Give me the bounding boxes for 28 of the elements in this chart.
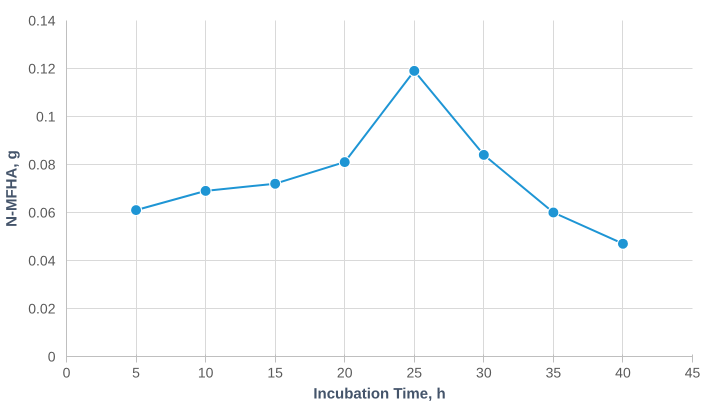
y-tick-label: 0.14 — [28, 12, 56, 28]
x-tick-label: 0 — [62, 364, 71, 380]
y-axis-title: N-MFHA, g — [3, 150, 20, 227]
x-tick-label: 30 — [476, 364, 492, 380]
x-tick-label: 10 — [198, 364, 214, 380]
x-tick-label: 45 — [684, 364, 700, 380]
x-axis-title: Incubation Time, h — [313, 386, 446, 402]
point — [200, 184, 212, 197]
y-tick-label: 0 — [48, 348, 56, 364]
point — [478, 148, 490, 161]
point — [547, 206, 560, 218]
y-tick-label: 0.04 — [28, 252, 56, 268]
x-tick-label: 15 — [267, 364, 284, 380]
point — [269, 178, 282, 190]
y-tick-label: 0.02 — [28, 300, 56, 316]
point — [408, 64, 420, 77]
y-tick-label: 0.1 — [36, 108, 56, 124]
y-tick-label: 0.06 — [28, 204, 56, 220]
x-tick-label: 35 — [546, 364, 562, 380]
x-tick-label: 5 — [132, 364, 140, 380]
y-tick-label: 0.08 — [28, 156, 56, 172]
x-tick-label: 40 — [615, 364, 631, 380]
point — [130, 204, 142, 216]
point — [338, 156, 351, 168]
x-tick-label: 25 — [406, 364, 422, 380]
point — [616, 238, 629, 250]
x-tick-label: 20 — [336, 364, 353, 380]
y-tick-label: 0.12 — [28, 60, 56, 76]
